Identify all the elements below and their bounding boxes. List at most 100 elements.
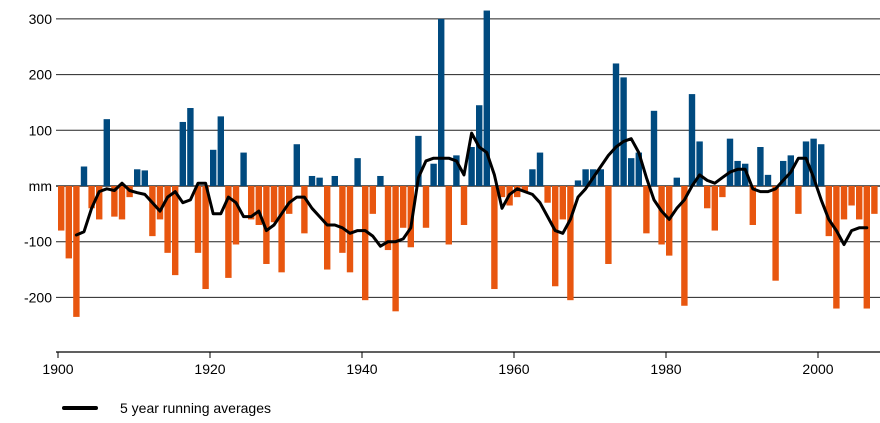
bar: [58, 186, 65, 231]
bar: [650, 110, 658, 186]
y-tick-label: 100: [29, 122, 53, 138]
bar: [704, 186, 711, 209]
x-tick-label: 1900: [42, 361, 73, 377]
bar: [172, 186, 179, 276]
bar: [468, 147, 475, 186]
rainfall-anomaly-chart: 300 200 100 mm -100 -200 1900 1920 1940 1960 1980…: [24, 10, 880, 377]
bar: [833, 186, 840, 309]
legend: 5 year running averages: [62, 397, 271, 419]
bar: [301, 186, 308, 234]
bar: [400, 186, 407, 228]
bar: [103, 119, 110, 186]
x-tick-label: 1940: [346, 361, 377, 377]
bar: [430, 163, 437, 186]
bar: [194, 186, 202, 253]
bar: [293, 144, 300, 186]
bar: [240, 152, 247, 186]
bar: [856, 186, 863, 220]
bar: [544, 186, 551, 203]
bar: [149, 186, 156, 237]
bar: [734, 160, 741, 186]
bar: [840, 186, 848, 220]
bar: [141, 170, 148, 186]
bar: [491, 186, 498, 290]
bar: [415, 135, 422, 186]
bar: [187, 108, 194, 186]
bar: [711, 186, 718, 231]
bar: [453, 155, 460, 186]
bar: [80, 166, 88, 186]
bar: [536, 152, 544, 186]
bar: [156, 186, 164, 220]
bar: [316, 177, 323, 186]
bar: [369, 186, 376, 214]
bar: [438, 18, 445, 187]
x-tick-label: 1960: [498, 361, 529, 377]
bar: [780, 160, 787, 186]
y-tick-label: 200: [29, 67, 53, 83]
bar: [270, 186, 278, 223]
bar: [164, 186, 171, 253]
bar: [362, 186, 369, 301]
bar-series: [58, 10, 878, 317]
bar: [483, 10, 490, 187]
bar: [392, 186, 399, 312]
bar: [96, 186, 103, 220]
bar: [574, 180, 582, 186]
bar: [339, 186, 346, 253]
bar: [848, 186, 855, 206]
x-tick-label: 1980: [650, 361, 681, 377]
bar: [764, 174, 772, 186]
bar: [597, 169, 604, 186]
bar: [88, 186, 95, 209]
y-tick-labels: 300 200 100 mm -100 -200: [24, 11, 53, 305]
bar: [225, 186, 232, 278]
bar: [658, 186, 665, 245]
running-average-series: [74, 131, 869, 248]
bar: [460, 186, 468, 225]
x-tick-labels: 1900 1920 1940 1960 1980 2000: [42, 352, 834, 377]
bar: [582, 169, 589, 186]
bar: [757, 147, 764, 186]
bar: [179, 121, 186, 186]
bar: [324, 186, 331, 270]
bar: [673, 177, 680, 186]
bar: [202, 186, 209, 290]
bar: [742, 163, 749, 186]
x-tick-label: 1920: [194, 361, 225, 377]
bar: [529, 169, 536, 186]
bar: [73, 186, 80, 317]
bar: [681, 186, 688, 306]
y-tick-label: mm: [29, 178, 52, 194]
bar: [612, 63, 620, 186]
bar: [498, 186, 506, 198]
bar: [871, 186, 878, 214]
bar: [232, 186, 240, 245]
bar: [863, 186, 870, 309]
legend-line-swatch: [62, 406, 98, 410]
bar: [605, 186, 612, 264]
bar: [384, 186, 392, 251]
bar: [688, 94, 696, 186]
y-tick-label: -200: [24, 289, 52, 305]
bar: [802, 141, 810, 186]
bar: [514, 186, 521, 198]
bar: [217, 116, 224, 186]
bar: [719, 186, 726, 198]
bar: [134, 169, 141, 186]
bar: [810, 138, 817, 186]
bar: [118, 186, 126, 220]
bar: [210, 149, 217, 186]
bar: [825, 186, 832, 237]
bar: [559, 186, 566, 220]
x-tick-label: 2000: [802, 361, 833, 377]
bar: [552, 186, 559, 287]
bar: [643, 186, 650, 234]
bar: [377, 175, 384, 186]
bar: [111, 186, 118, 217]
bar: [521, 186, 528, 192]
legend-label: 5 year running averages: [120, 400, 271, 416]
bar: [749, 186, 756, 225]
bar: [635, 152, 642, 186]
bar: [407, 186, 414, 248]
